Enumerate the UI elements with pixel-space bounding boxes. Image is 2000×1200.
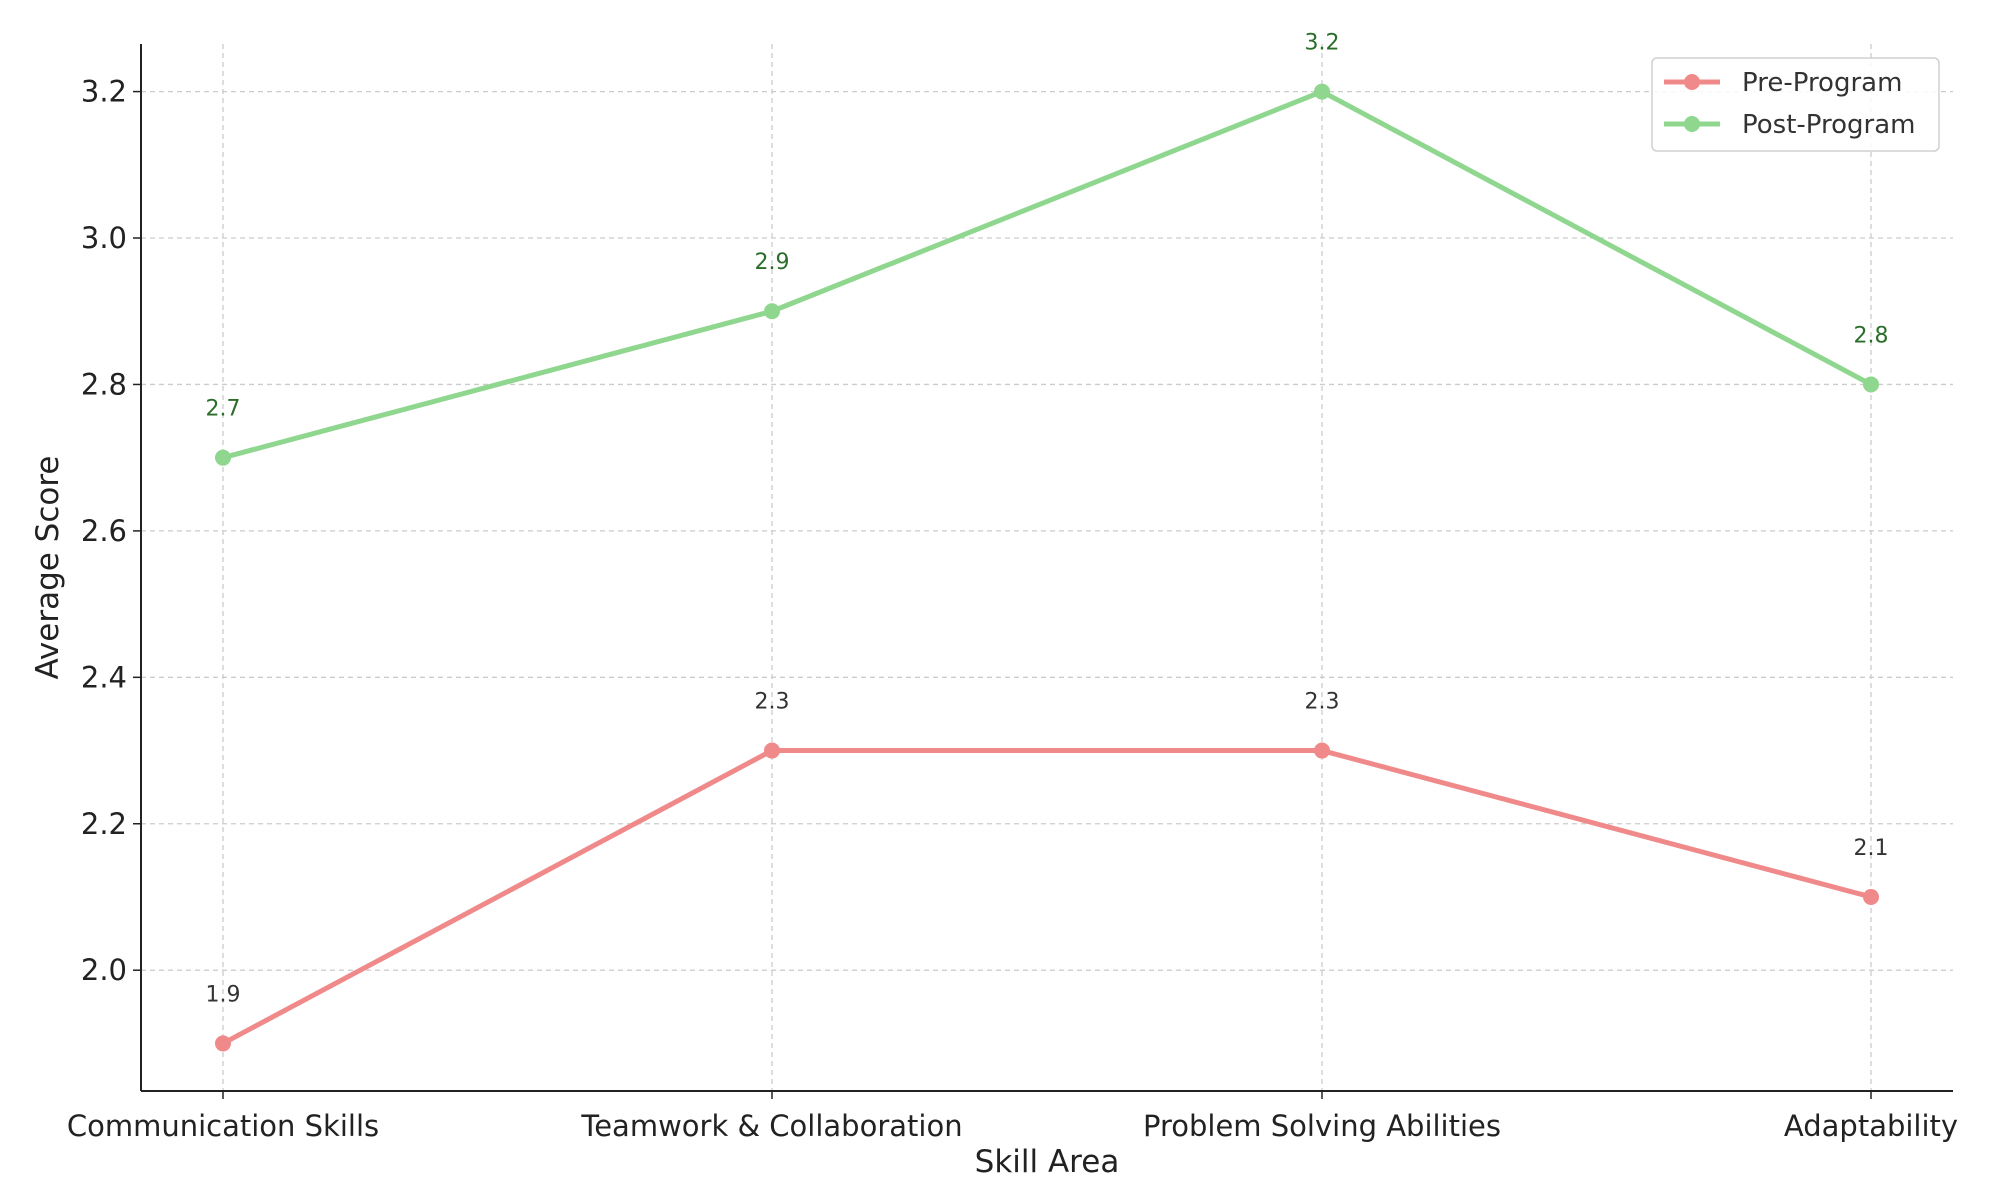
- grid: [141, 44, 1953, 1091]
- data-point: [215, 1035, 231, 1052]
- legend-label: Post-Program: [1742, 110, 1915, 140]
- data-label: 2.8: [1854, 323, 1889, 348]
- x-tick-label: Adaptability: [1784, 1109, 1958, 1143]
- legend-box: [1651, 57, 1940, 152]
- y-tick-label: 2.0: [81, 953, 127, 987]
- data-label: 2.9: [755, 250, 790, 275]
- x-tick-label: Problem Solving Abilities: [1143, 1109, 1501, 1143]
- legend-marker: [1684, 116, 1700, 132]
- data-point: [764, 742, 780, 759]
- data-point: [215, 449, 231, 466]
- data-label: 2.7: [206, 397, 241, 422]
- legend-label: Pre-Program: [1742, 68, 1902, 98]
- y-tick-label: 3.0: [81, 221, 127, 255]
- data-label: 2.3: [1305, 690, 1340, 715]
- data-point: [1863, 376, 1879, 393]
- data-label: 3.2: [1305, 31, 1340, 56]
- data-point: [1314, 83, 1330, 100]
- data-point: [764, 303, 780, 320]
- data-point: [1863, 888, 1879, 905]
- data-label: 2.1: [1854, 836, 1889, 861]
- axes: 2.0 2.2 2.4 2.6 2.8 3.0 3.2 Communication Skill…: [67, 44, 1958, 1143]
- legend: Pre-Program Post-Program: [1651, 57, 1940, 152]
- y-axis-title: Average Score: [30, 456, 66, 680]
- legend-marker: [1684, 74, 1700, 90]
- y-tick-label: 2.4: [81, 660, 127, 694]
- series-line-post-program: [220, 89, 1874, 461]
- y-tick-label: 2.6: [81, 514, 127, 548]
- y-tick-label: 2.8: [81, 367, 127, 401]
- series-line-pre-program: [220, 748, 1874, 1046]
- y-tick-label: 2.2: [81, 807, 127, 841]
- y-tick-label: 3.2: [81, 75, 127, 109]
- data-point: [1314, 742, 1330, 759]
- x-axis-title: Skill Area: [975, 1144, 1120, 1180]
- x-tick-label: Communication Skills: [67, 1109, 379, 1143]
- data-labels: 1.9 2.3 2.3 2.1 2.7 2.9 3.2 2.8: [206, 31, 1889, 1008]
- series-group: [215, 83, 1879, 1052]
- data-label: 2.3: [755, 690, 790, 715]
- x-tick-label: Teamwork & Collaboration: [580, 1109, 962, 1143]
- data-label: 1.9: [206, 982, 241, 1007]
